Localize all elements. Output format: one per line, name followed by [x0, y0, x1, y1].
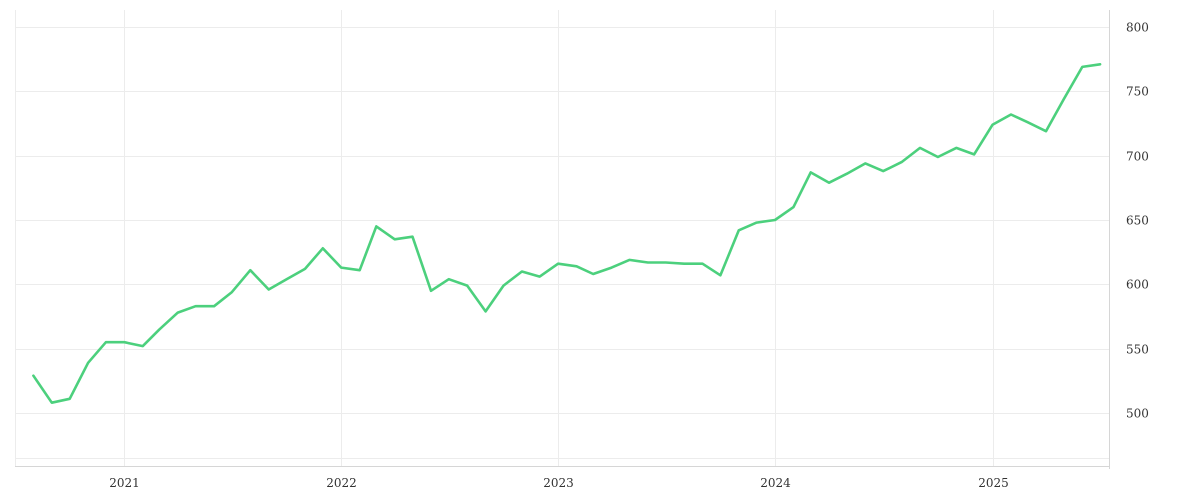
y-tick-label: 600 — [1126, 278, 1149, 292]
y-tick-label: 550 — [1126, 343, 1149, 357]
horizontal-gridlines — [15, 27, 1109, 459]
x-axis-ticks: 2021 2022 2023 2024 2025 — [109, 476, 1009, 490]
series-layer — [32, 63, 1102, 405]
x-tick-label: 2024 — [760, 476, 791, 490]
x-tick-label: 2022 — [326, 476, 357, 490]
y-tick-label: 500 — [1126, 407, 1149, 421]
series-line-0 — [32, 63, 1102, 405]
x-tick-label: 2023 — [543, 476, 574, 490]
y-tick-label: 800 — [1126, 21, 1149, 35]
x-tick-label: 2021 — [109, 476, 140, 490]
y-axis-ticks: 500 550 600 650 700 750 800 — [1126, 21, 1149, 421]
x-tick-label: 2025 — [978, 476, 1009, 490]
y-tick-label: 700 — [1126, 150, 1149, 164]
y-tick-label: 650 — [1126, 214, 1149, 228]
vertical-gridlines — [15, 10, 994, 466]
y-tick-label: 750 — [1126, 85, 1149, 99]
